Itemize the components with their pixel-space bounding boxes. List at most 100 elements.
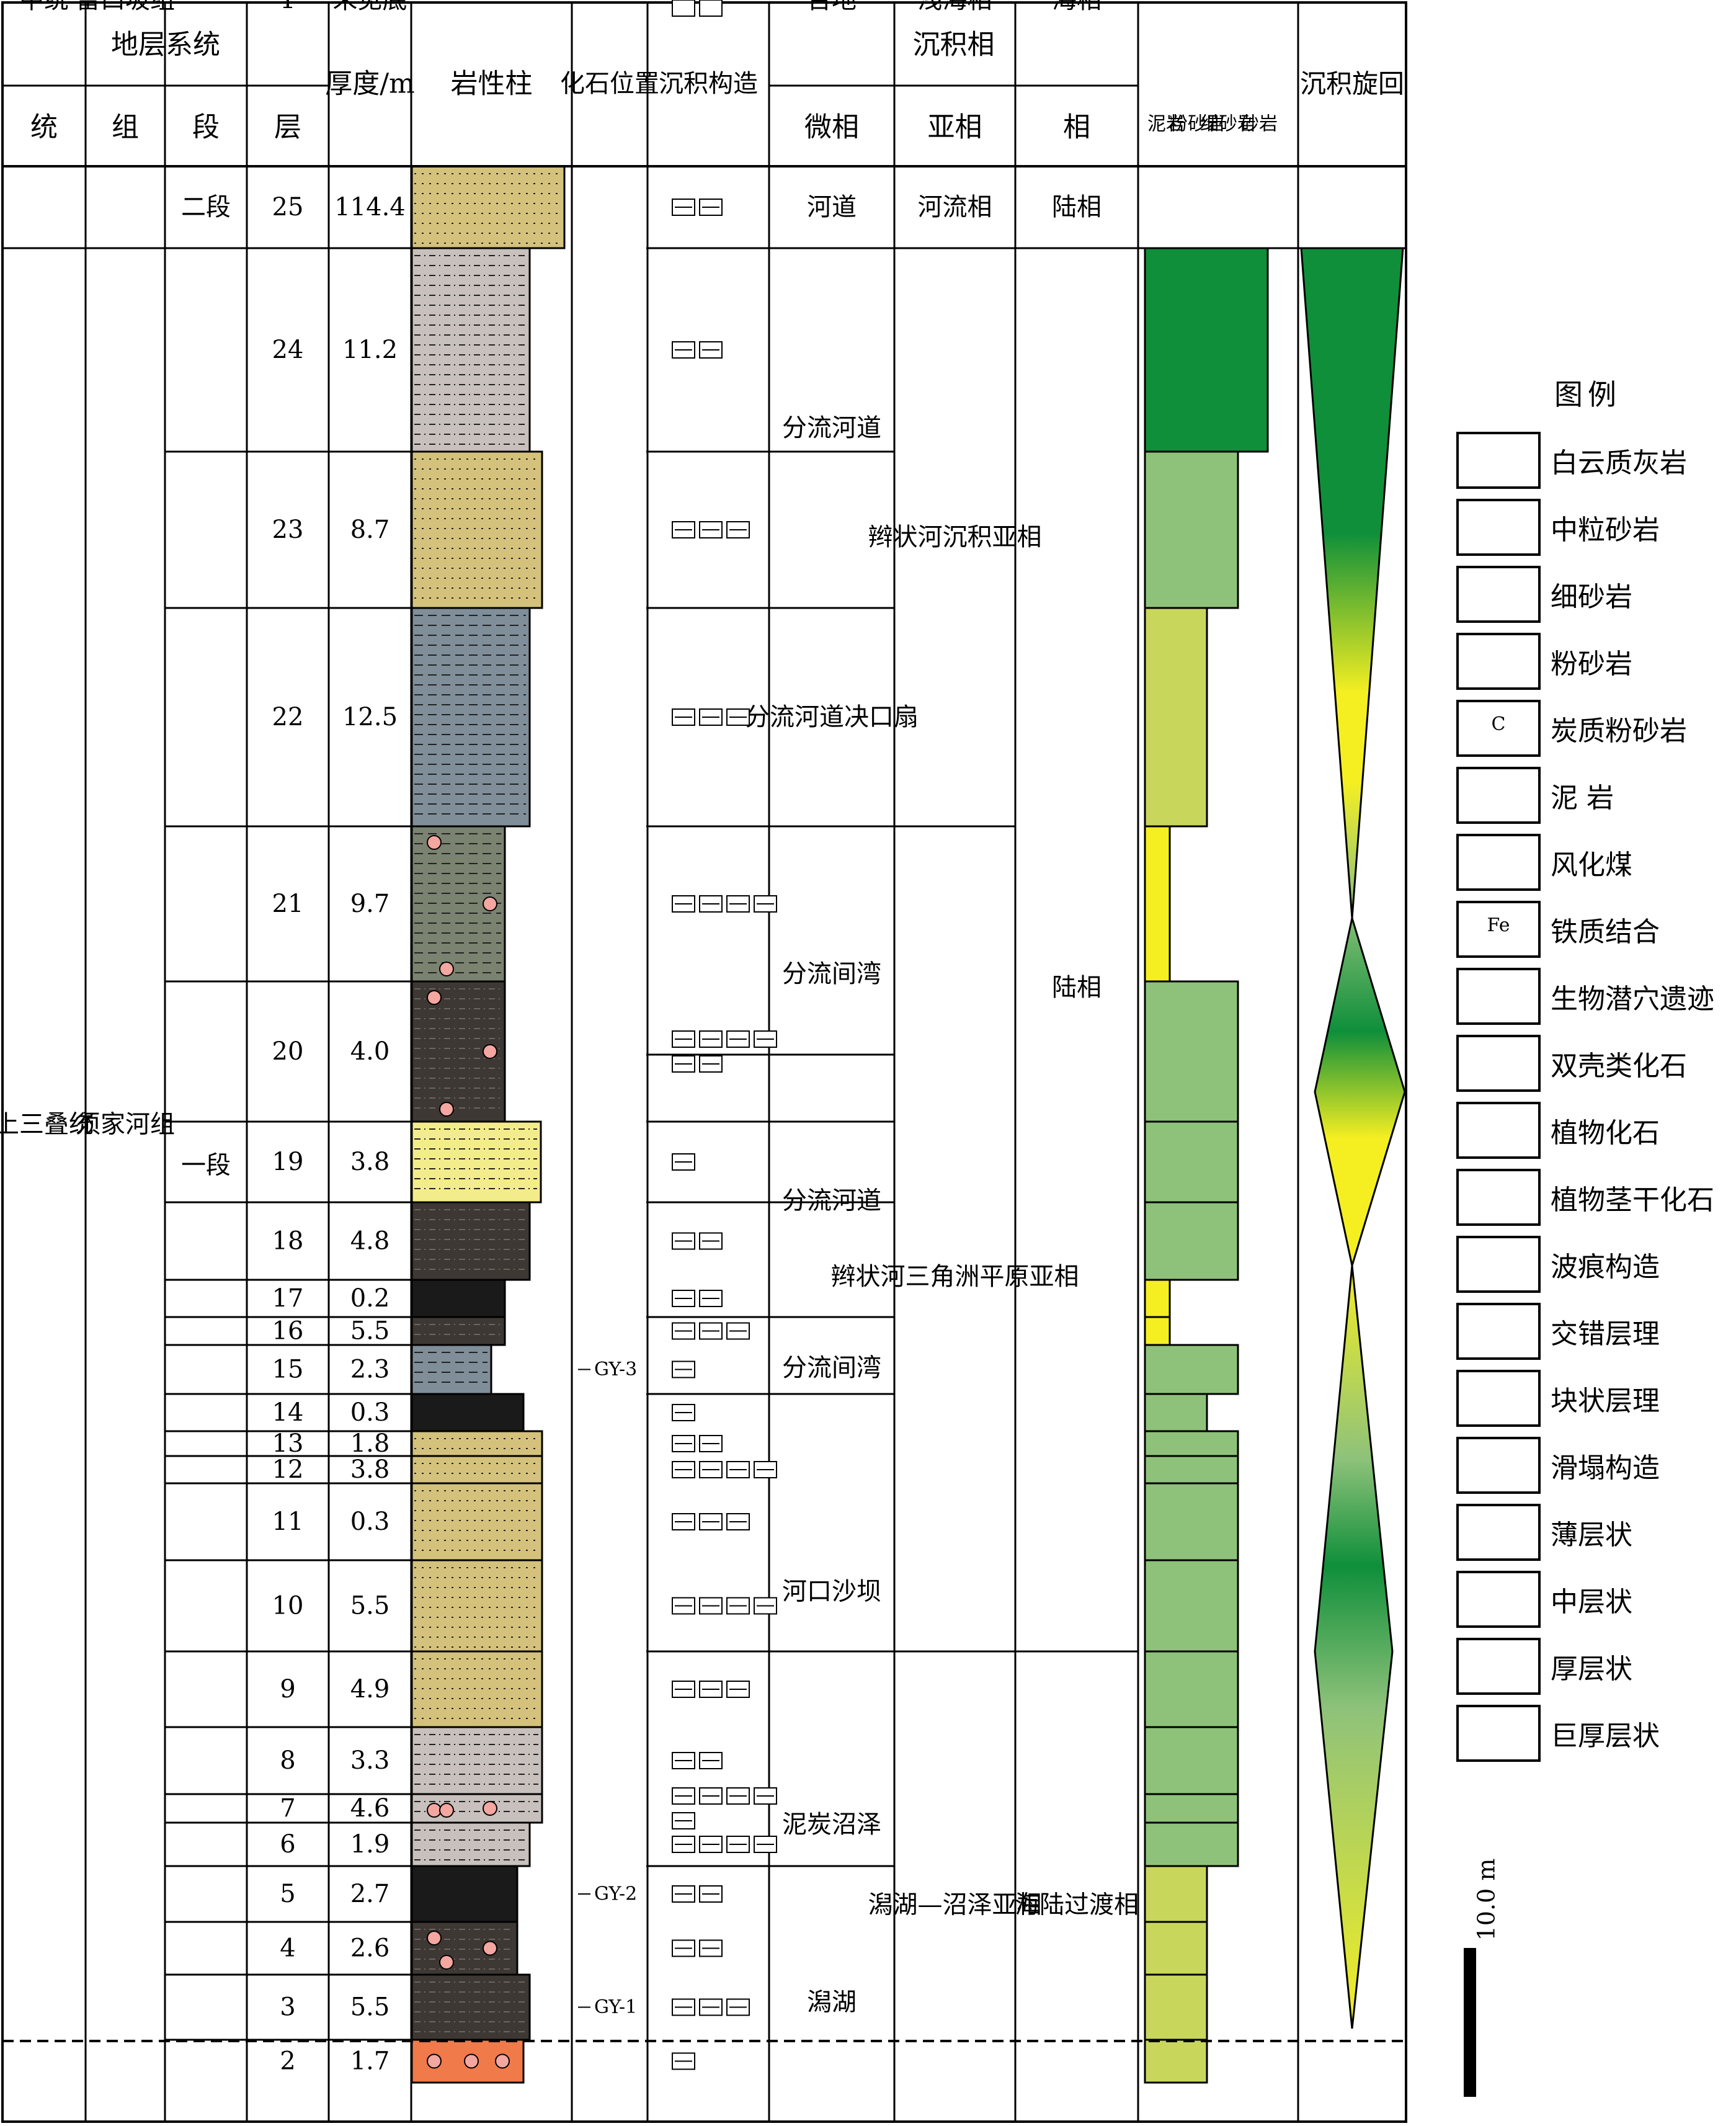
fe-concretion-mark xyxy=(427,2053,442,2069)
fe-concretion-mark xyxy=(439,1102,454,1117)
layer-number: 8 xyxy=(280,1746,295,1775)
lithology-layer xyxy=(411,607,531,828)
layer-number: 2 xyxy=(280,2047,295,2076)
layer-thickness: 8.7 xyxy=(350,516,390,544)
structure-symbol-block_bedding xyxy=(699,0,723,17)
massive-bedded-icon xyxy=(1456,1705,1541,1762)
grain-size-bar xyxy=(1144,1726,1239,1795)
legend-label: 块状层理 xyxy=(1551,1385,1660,1417)
fe-concretion-mark xyxy=(464,2053,479,2069)
layer-thickness: 2.7 xyxy=(350,1880,390,1908)
layer-number: 15 xyxy=(272,1356,304,1384)
legend-label: 粉砂岩 xyxy=(1551,648,1632,680)
grain-size-bar xyxy=(1144,1120,1239,1204)
fe-concretion-mark xyxy=(495,2053,510,2069)
cross-bedding-icon xyxy=(1456,1303,1541,1360)
legend-item-thin_bedded: 薄层状 xyxy=(1451,1499,1730,1566)
legend-item-slump_structure: 滑塌构造 xyxy=(1451,1432,1730,1499)
grain-size-bar xyxy=(1144,1393,1208,1432)
layer-thickness: 4.6 xyxy=(350,1794,390,1823)
legend-item-coal: 风化煤 xyxy=(1451,829,1730,896)
fe-concretion-mark xyxy=(427,835,442,850)
legend-label: 细砂岩 xyxy=(1551,581,1632,613)
legend-label: 炭质粉砂岩 xyxy=(1551,715,1687,747)
legend-rows: 白云质灰岩 中粒砂岩 细砂岩 粉砂岩 C 炭质粉砂岩泥 岩风化煤 Fe 铁质结合 生物潜穴遗迹双… xyxy=(1451,427,1730,1767)
fe-concretion-mark xyxy=(427,1931,442,1945)
legend-item-plant_stem_fossil: 植物茎干化石 xyxy=(1451,1164,1730,1231)
facies-group-header: 沉积相 xyxy=(913,29,995,61)
layer-number: 19 xyxy=(272,1148,304,1176)
legend-label: 植物化石 xyxy=(1551,1117,1660,1149)
microfacies-label: 台地 xyxy=(807,0,857,14)
legend-item-fine_sandstone: 细砂岩 xyxy=(1451,561,1730,628)
facies-label: 海相 xyxy=(1052,0,1102,14)
grain-size-bar xyxy=(1144,2039,1208,2084)
fe-concretion-mark xyxy=(439,962,454,976)
grain-size-bar xyxy=(1144,1344,1239,1395)
lithology-layer xyxy=(411,1316,506,1346)
legend-label: 滑塌构造 xyxy=(1551,1452,1660,1484)
medium-sandstone-icon xyxy=(1456,499,1541,556)
facies-label: 陆相 xyxy=(1052,193,1102,221)
lithology-layer xyxy=(411,450,543,609)
grain-size-bar xyxy=(1144,1865,1208,1923)
legend-item-massive_bedded: 巨厚层状 xyxy=(1451,1700,1730,1767)
formation-label: 雷口坡组 xyxy=(76,0,175,14)
legend-item-medium_sandstone: 中粒砂岩 xyxy=(1451,494,1730,561)
layer-thickness: 0.2 xyxy=(350,1284,390,1313)
layer-thickness: 1.8 xyxy=(350,1429,390,1458)
layer-thickness: 4.0 xyxy=(350,1037,390,1066)
member-header: 段 xyxy=(192,112,220,143)
slump-structure-icon xyxy=(1456,1437,1541,1494)
lithology-layer xyxy=(411,1201,531,1281)
layer-number: 17 xyxy=(272,1284,304,1313)
legend-label: 巨厚层状 xyxy=(1551,1720,1660,1752)
block-bedding-icon xyxy=(1456,1370,1541,1427)
legend-item-thick_bedded: 厚层状 xyxy=(1451,1633,1730,1700)
thickness-header: 厚度/m xyxy=(325,68,415,100)
legend-item-medium_bedded: 中层状 xyxy=(1451,1566,1730,1633)
layer-number: 22 xyxy=(272,703,304,731)
fe-concretion-mark xyxy=(483,1941,497,1956)
subfacies-label: 河流相 xyxy=(918,193,992,221)
lithology-layer xyxy=(411,1865,519,1923)
legend-item-fe_concretion: Fe 铁质结合 xyxy=(1451,896,1730,963)
legend-label: 中层状 xyxy=(1551,1586,1632,1618)
layer-number: 1 xyxy=(280,0,295,14)
plant-stem-fossil-icon xyxy=(1456,1169,1541,1226)
layer-thickness: 4.8 xyxy=(350,1227,390,1256)
legend-item-bivalve_fossil: 双壳类化石 xyxy=(1451,1030,1730,1097)
fine-sandstone-icon xyxy=(1456,566,1541,623)
lithology-layer xyxy=(411,1973,531,2041)
legend-label: 植物茎干化石 xyxy=(1551,1184,1714,1216)
fe-concretion-icon: Fe xyxy=(1456,901,1541,958)
layer-number: 16 xyxy=(272,1317,304,1346)
stratigraphy-header: 地层系统 xyxy=(111,29,220,61)
legend-item-cross_bedding: 交错层理 xyxy=(1451,1298,1730,1365)
grain-size-bar xyxy=(1144,1316,1171,1346)
carbonaceous-siltstone-icon: C xyxy=(1456,700,1541,757)
legend-item-block_bedding: 块状层理 xyxy=(1451,1365,1730,1432)
legend-label: 交错层理 xyxy=(1551,1318,1660,1350)
layer-thickness: 11.2 xyxy=(342,336,398,364)
layer-thickness: 5.5 xyxy=(350,1317,390,1346)
layer-number: 6 xyxy=(280,1830,295,1859)
grain-size-label: 粉砂岩 xyxy=(1169,114,1225,135)
fe-concretion-mark xyxy=(483,1044,497,1059)
layer-thickness: 4.9 xyxy=(350,1675,390,1704)
system-header: 统 xyxy=(30,112,58,143)
facies-label: 陆相 xyxy=(1052,973,1102,1002)
layer-number: 7 xyxy=(280,1794,295,1823)
lithology-header: 岩性柱 xyxy=(451,68,533,100)
grain-size-bar xyxy=(1144,1482,1239,1561)
grain-size-bar xyxy=(1144,1430,1239,1457)
layer-number: 25 xyxy=(272,193,304,221)
layer-number: 3 xyxy=(280,1993,295,2022)
lithology-layer xyxy=(411,1559,543,1653)
legend-item-mudstone: 泥 岩 xyxy=(1451,762,1730,829)
grain-size-label: 砂岩 xyxy=(1240,114,1278,135)
legend-item-ripple_structure: 波痕构造 xyxy=(1451,1231,1730,1298)
layer-thickness: 3.8 xyxy=(350,1148,390,1176)
subfacies-label: 潟湖—沼泽亚相 xyxy=(868,1891,1042,1919)
